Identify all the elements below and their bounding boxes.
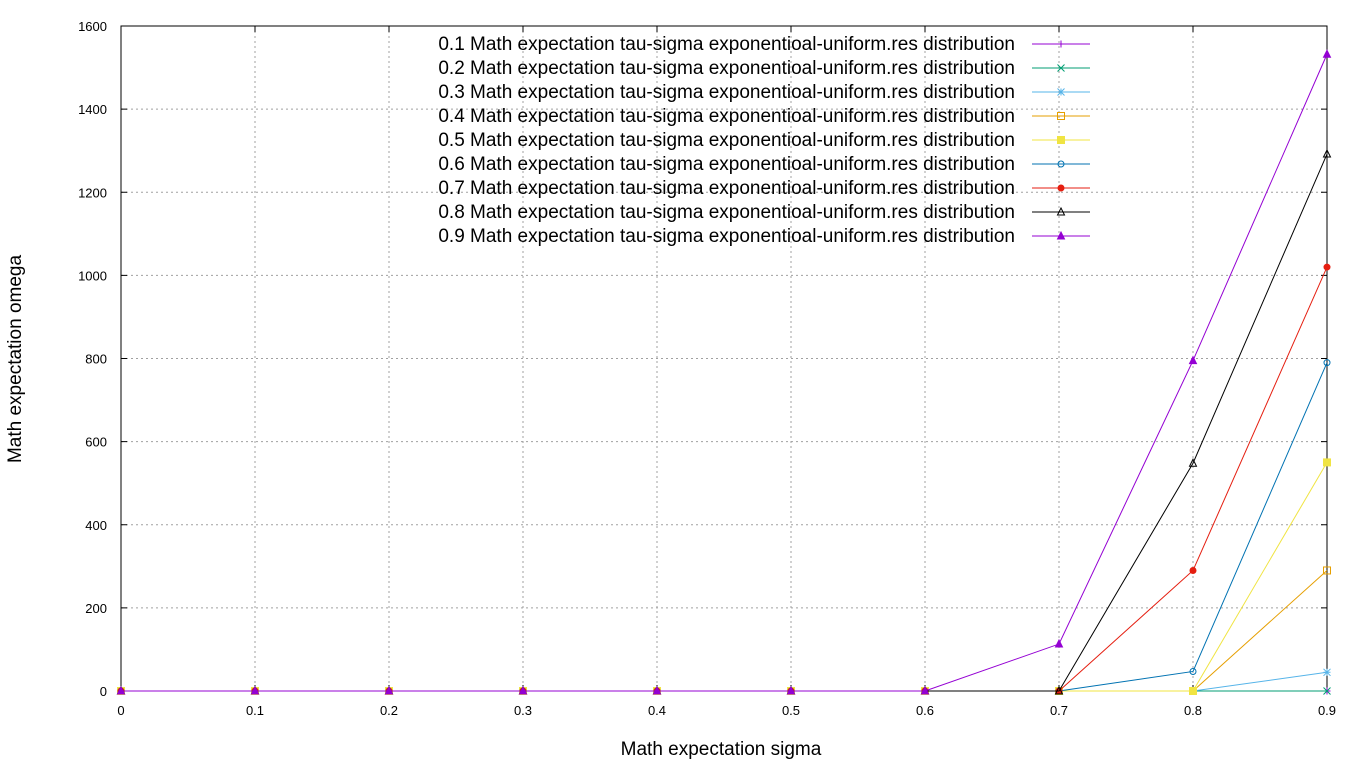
data-point — [1057, 88, 1065, 96]
data-point — [1322, 148, 1332, 158]
data-point — [920, 685, 930, 695]
series-line — [121, 362, 1328, 692]
y-tick-label: 1000 — [78, 268, 107, 283]
data-point — [1323, 566, 1331, 575]
data-point — [1057, 184, 1065, 192]
legend-entry: 0.9 Math expectation tau-sigma exponenti… — [438, 226, 1090, 247]
y-axis-label: Math expectation omega — [5, 255, 26, 464]
series-6 — [117, 359, 1331, 695]
x-tick-label: 0 — [117, 703, 124, 718]
series-9 — [116, 49, 1332, 695]
legend-label: 0.8 Math expectation tau-sigma exponenti… — [438, 202, 1015, 223]
legend-entry: 0.5 Math expectation tau-sigma exponenti… — [438, 130, 1090, 151]
data-series — [116, 49, 1332, 695]
x-tick-label: 0.8 — [1184, 703, 1202, 718]
data-point — [1057, 112, 1065, 120]
legend-entry: 0.6 Math expectation tau-sigma exponenti… — [438, 154, 1090, 175]
x-tick-label: 0.7 — [1050, 703, 1068, 718]
y-tick-label: 0 — [100, 684, 107, 699]
data-point — [1057, 40, 1065, 48]
y-tick-label: 1600 — [78, 19, 107, 34]
x-tick-label: 0.2 — [380, 703, 398, 718]
y-tick-label: 1400 — [78, 102, 107, 117]
data-point — [652, 685, 662, 695]
x-axis-label: Math expectation sigma — [621, 739, 822, 760]
x-tick-label: 0.5 — [782, 703, 800, 718]
data-point — [1323, 687, 1331, 695]
series-line — [121, 570, 1328, 692]
series-4 — [117, 566, 1331, 695]
legend-entry: 0.4 Math expectation tau-sigma exponenti… — [438, 106, 1090, 127]
series-line — [121, 266, 1328, 692]
y-tick-label: 600 — [85, 435, 107, 450]
data-point — [250, 685, 260, 695]
legend-entry: 0.8 Math expectation tau-sigma exponenti… — [438, 202, 1090, 223]
data-point — [1189, 687, 1197, 695]
x-tick-label: 0.4 — [648, 703, 666, 718]
data-point — [1054, 638, 1064, 648]
tick-labels: 0 0.1 0.2 0.3 0.4 0.5 0.6 0.7 0.8 0.9 0 200 400 600 80… — [78, 19, 1336, 718]
legend-label: 0.1 Math expectation tau-sigma exponenti… — [438, 34, 1015, 55]
y-tick-label: 800 — [85, 352, 107, 367]
data-point — [384, 685, 394, 695]
legend-label: 0.6 Math expectation tau-sigma exponenti… — [438, 154, 1015, 175]
x-tick-label: 0.3 — [514, 703, 532, 718]
data-point — [1057, 64, 1065, 72]
y-tick-label: 200 — [85, 601, 107, 616]
data-point — [1323, 668, 1331, 677]
data-point — [1057, 136, 1065, 144]
data-point — [1323, 263, 1331, 271]
legend-entry: 0.2 Math expectation tau-sigma exponenti… — [438, 58, 1090, 79]
series-5 — [117, 458, 1331, 695]
y-tick-label: 400 — [85, 518, 107, 533]
legend-entry: 0.1 Math expectation tau-sigma exponenti… — [438, 34, 1090, 55]
data-point — [1323, 458, 1331, 467]
data-point — [1189, 566, 1197, 574]
data-point — [786, 685, 796, 695]
data-point — [1188, 355, 1198, 365]
data-point — [1323, 359, 1331, 367]
legend-label: 0.7 Math expectation tau-sigma exponenti… — [438, 178, 1015, 199]
legend-label: 0.2 Math expectation tau-sigma exponenti… — [438, 58, 1015, 79]
x-tick-label: 0.6 — [916, 703, 934, 718]
legend-label: 0.5 Math expectation tau-sigma exponenti… — [438, 130, 1015, 151]
data-point — [116, 685, 126, 695]
legend: 0.1 Math expectation tau-sigma exponenti… — [438, 34, 1090, 247]
x-tick-label: 0.1 — [246, 703, 264, 718]
legend-label: 0.9 Math expectation tau-sigma exponenti… — [438, 226, 1015, 247]
series-line — [121, 462, 1328, 692]
data-point — [1056, 230, 1066, 240]
data-point — [518, 685, 528, 695]
legend-entry: 0.3 Math expectation tau-sigma exponenti… — [438, 82, 1090, 103]
legend-label: 0.4 Math expectation tau-sigma exponenti… — [438, 106, 1015, 127]
series-7 — [117, 263, 1331, 695]
data-point — [1056, 206, 1066, 216]
data-point — [1189, 667, 1197, 675]
data-point — [1057, 160, 1065, 168]
series-line — [121, 671, 1328, 692]
legend-label: 0.3 Math expectation tau-sigma exponenti… — [438, 82, 1015, 103]
data-point — [1322, 49, 1332, 58]
series-line — [121, 54, 1328, 692]
data-point — [1054, 685, 1064, 695]
data-point — [1188, 458, 1198, 467]
y-tick-label: 1200 — [78, 185, 107, 200]
legend-entry: 0.7 Math expectation tau-sigma exponenti… — [438, 178, 1090, 199]
x-tick-label: 0.9 — [1318, 703, 1336, 718]
